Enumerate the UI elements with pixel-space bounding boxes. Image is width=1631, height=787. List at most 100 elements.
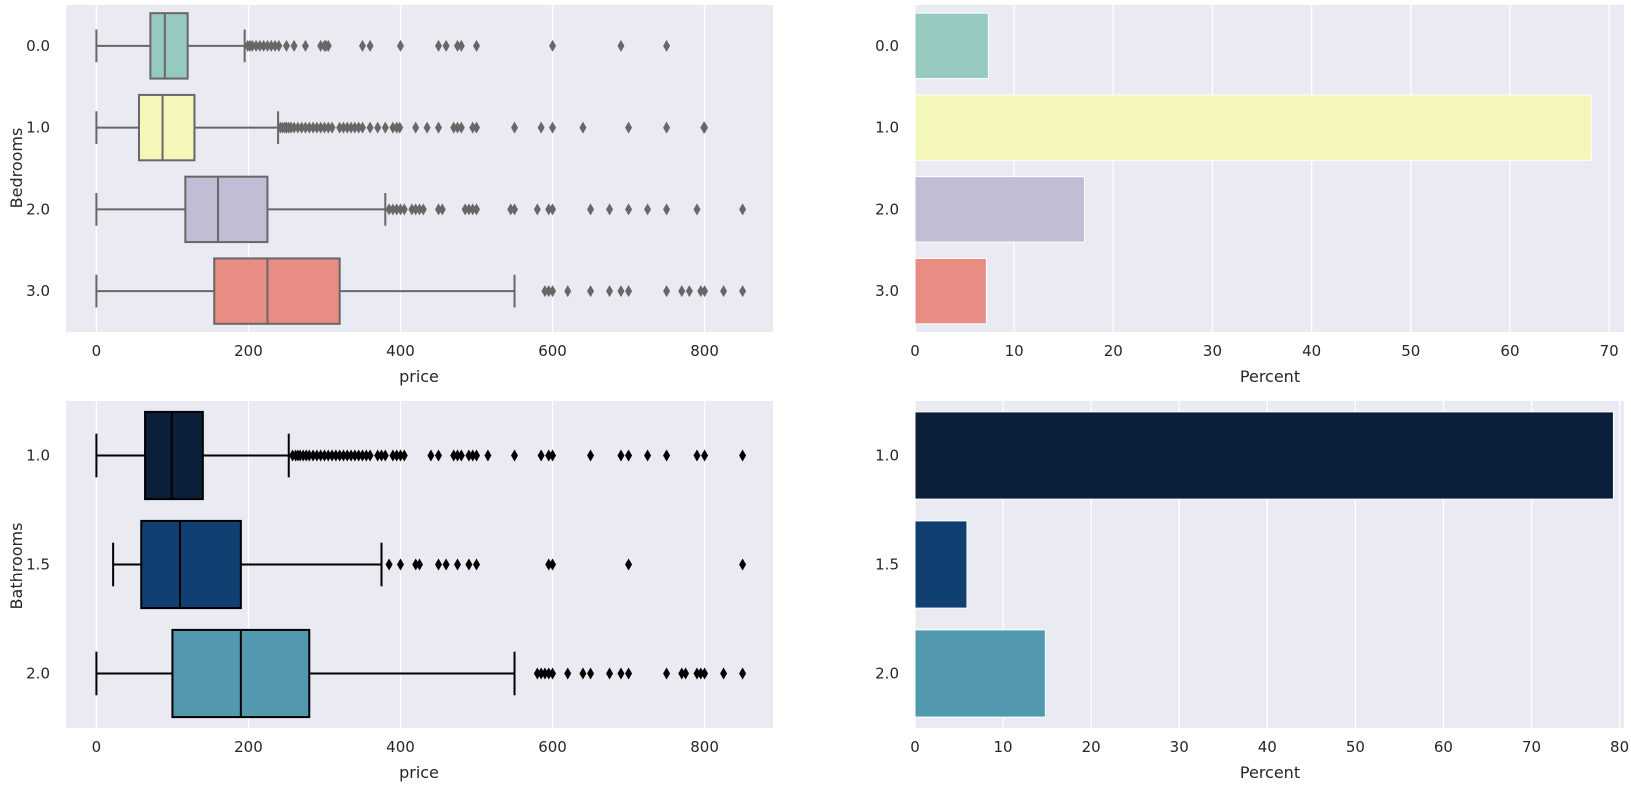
- outlier-point: [457, 39, 465, 52]
- outlier-point: [511, 121, 519, 134]
- outlier-point: [252, 39, 260, 52]
- outlier-point: [381, 449, 389, 462]
- outlier-point: [351, 449, 359, 462]
- x-tick-label: 80: [1610, 738, 1629, 756]
- y-axis-label: Bedrooms: [7, 128, 26, 209]
- outlier-point: [423, 121, 431, 134]
- outlier-point: [400, 449, 408, 462]
- outlier-point: [465, 449, 473, 462]
- outlier-point: [469, 121, 477, 134]
- x-axis-label: price: [399, 763, 439, 782]
- x-axis-label: Percent: [1240, 367, 1300, 386]
- y-tick-label: 1.0: [26, 447, 50, 465]
- outlier-point: [408, 203, 416, 216]
- y-tick-label: 1.5: [875, 556, 899, 574]
- outlier-point: [389, 449, 397, 462]
- outlier-point: [457, 121, 465, 134]
- panel-bedrooms-percent-bars: 0 10 20 30 40 50 60 70 0.0 1.0 2.0 3.0 Percent: [875, 5, 1624, 386]
- outlier-point: [473, 449, 481, 462]
- outlier-point: [663, 449, 671, 462]
- outlier-point: [396, 558, 404, 571]
- outlier-point: [663, 203, 671, 216]
- outlier-point: [739, 667, 747, 680]
- outlier-point: [663, 667, 671, 680]
- x-tick-label: 10: [1005, 342, 1024, 360]
- outlier-point: [545, 558, 553, 571]
- box-iqr: [137, 93, 196, 162]
- outlier-point: [625, 203, 633, 216]
- outlier-point: [617, 667, 625, 680]
- panel-bathrooms-percent-bars: 0 10 20 30 40 50 60 70 80 1.0 1.5 2.0 Percent: [875, 401, 1629, 782]
- x-tick-label: 200: [234, 342, 263, 360]
- x-tick-label: 50: [1346, 738, 1365, 756]
- outlier-point: [693, 667, 701, 680]
- box-1.0: [95, 93, 709, 162]
- bar-1.5: [914, 520, 968, 609]
- box-2.0: [95, 175, 747, 244]
- outlier-point: [381, 121, 389, 134]
- outlier-point: [374, 449, 382, 462]
- outlier-point: [324, 39, 332, 52]
- y-tick-label: 1.0: [26, 119, 50, 137]
- outlier-point: [385, 203, 393, 216]
- outlier-point: [465, 203, 473, 216]
- outlier-point: [625, 449, 633, 462]
- outlier-point: [389, 121, 397, 134]
- y-tick-label: 1.0: [875, 119, 899, 137]
- outlier-point: [358, 121, 366, 134]
- plot-area: [915, 5, 1624, 332]
- box-2.0: [95, 628, 747, 719]
- outlier-point: [355, 121, 363, 134]
- box-1.5: [112, 519, 747, 610]
- outlier-point: [644, 203, 652, 216]
- outlier-point: [625, 121, 633, 134]
- outlier-point: [374, 121, 382, 134]
- outlier-point: [545, 203, 553, 216]
- outlier-point: [625, 558, 633, 571]
- y-tick-label: 1.5: [26, 556, 50, 574]
- outlier-point: [320, 449, 328, 462]
- outlier-point: [701, 449, 709, 462]
- outlier-point: [347, 121, 355, 134]
- outlier-point: [663, 121, 671, 134]
- x-tick-label: 600: [538, 342, 567, 360]
- outlier-point: [438, 203, 446, 216]
- x-tick-label: 60: [1500, 342, 1519, 360]
- y-tick-label: 2.0: [26, 200, 50, 218]
- outlier-point: [320, 121, 328, 134]
- outlier-point: [473, 39, 481, 52]
- bar-1.0: [914, 411, 1614, 500]
- bar-0.0: [914, 12, 989, 80]
- x-tick-label: 20: [1082, 738, 1101, 756]
- outlier-point: [317, 449, 325, 462]
- outlier-point: [377, 449, 385, 462]
- outlier-point: [305, 449, 313, 462]
- outlier-point: [720, 667, 728, 680]
- outlier-point: [313, 121, 321, 134]
- outlier-point: [400, 203, 408, 216]
- outlier-point: [419, 203, 427, 216]
- outlier-point: [393, 203, 401, 216]
- outlier-point: [541, 285, 549, 298]
- x-axis-label: price: [399, 367, 439, 386]
- outlier-point: [511, 449, 519, 462]
- outlier-point: [435, 121, 443, 134]
- bar-2.0: [914, 629, 1046, 718]
- outlier-point: [396, 39, 404, 52]
- outlier-point: [301, 39, 309, 52]
- outlier-point: [454, 121, 462, 134]
- outlier-point: [328, 121, 336, 134]
- box-iqr: [140, 519, 242, 610]
- outlier-point: [454, 449, 462, 462]
- outlier-point: [309, 121, 317, 134]
- outlier-point: [484, 449, 492, 462]
- outlier-point: [324, 449, 332, 462]
- outlier-point: [739, 449, 747, 462]
- outlier-point: [564, 285, 572, 298]
- box-iqr: [149, 12, 189, 80]
- x-tick-label: 40: [1258, 738, 1277, 756]
- outlier-point: [305, 121, 313, 134]
- outlier-point: [435, 558, 443, 571]
- outlier-point: [549, 39, 557, 52]
